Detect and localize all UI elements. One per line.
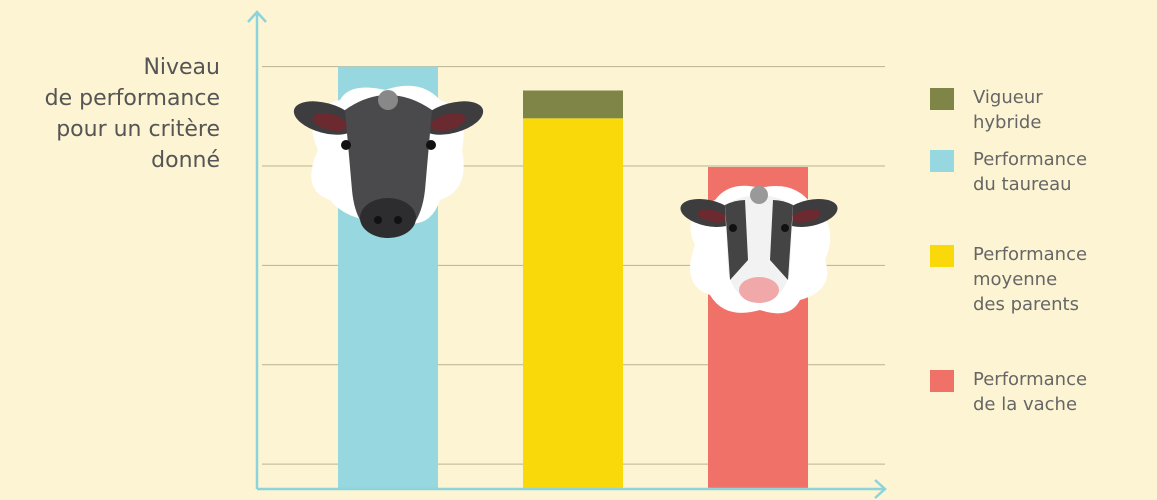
bar-segment (523, 90, 623, 119)
legend-label: Performance du taureau (973, 149, 1088, 195)
legend-swatch (930, 88, 954, 110)
legend-swatch (930, 245, 954, 267)
bar-segment (523, 118, 623, 490)
legend-swatch (930, 150, 954, 172)
cow-illustration (680, 185, 838, 314)
y-axis (247, 10, 267, 489)
legend-label: Vigueur hybride (973, 87, 1043, 133)
bull-illustration (293, 85, 484, 238)
legend-swatch (930, 370, 954, 392)
y-axis-label: Niveau de performance pour un critère do… (44, 55, 220, 173)
legend-label: Performance de la vache (973, 369, 1088, 415)
x-axis (257, 479, 887, 499)
legend-label: Performance moyenne des parents (973, 244, 1088, 315)
